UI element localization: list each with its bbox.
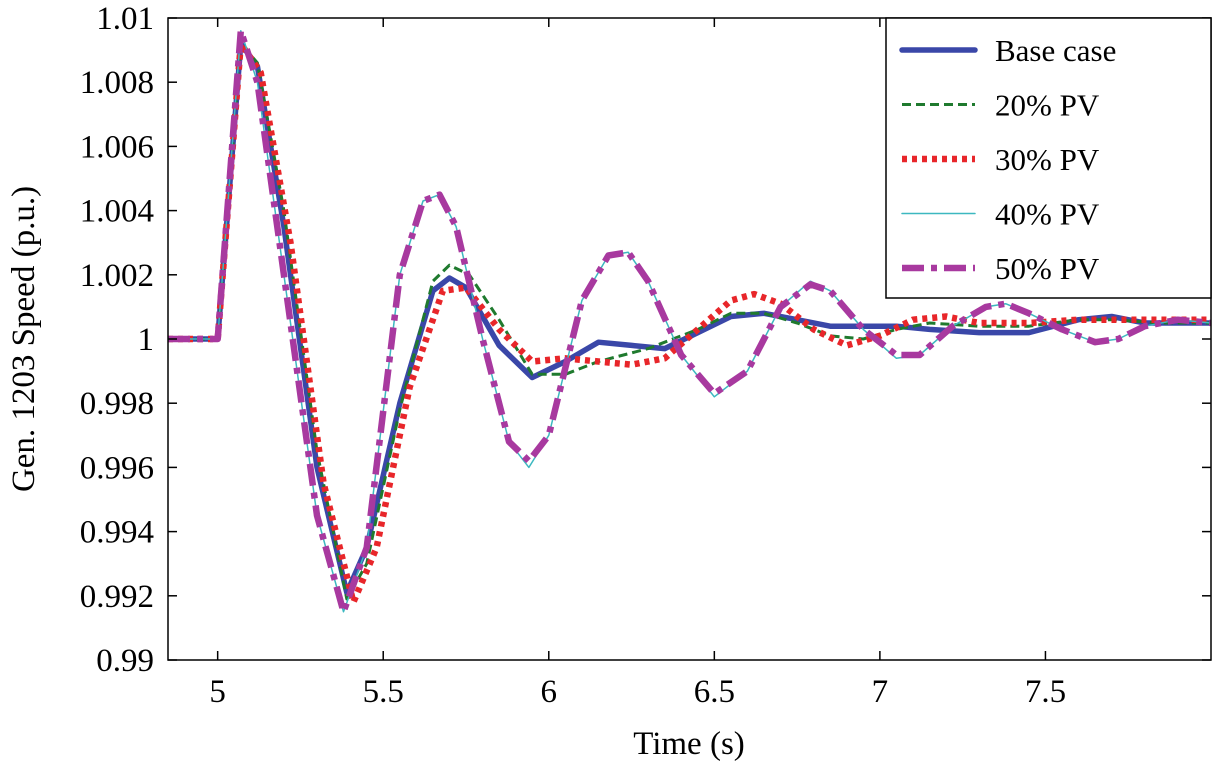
legend: Base case 20% PV 30% PV 40% PV 50% PV [885, 17, 1212, 299]
y-tick-label: 0.992 [80, 579, 154, 615]
x-axis-title: Time (s) [633, 726, 745, 762]
legend-label-5: 50% PV [995, 251, 1100, 286]
y-tick-label: 1.01 [96, 1, 154, 37]
x-tick-label: 7.5 [1025, 674, 1066, 710]
x-tick-label: 6 [541, 674, 558, 710]
x-tick-label: 6.5 [694, 674, 735, 710]
x-tick-label: 5 [209, 674, 226, 710]
legend-label-4: 40% PV [995, 197, 1100, 232]
y-tick-label: 1.004 [80, 194, 154, 230]
y-tick-label: 0.996 [80, 450, 154, 486]
y-axis-title: Gen. 1203 Speed (p.u.) [6, 186, 42, 492]
legend-box [885, 17, 1212, 299]
legend-label-1: Base case [995, 33, 1116, 68]
legend-label-2: 20% PV [995, 88, 1100, 123]
y-tick-label: 0.998 [80, 386, 154, 422]
y-tick-label: 1.008 [80, 65, 154, 101]
y-tick-label: 1.006 [80, 129, 154, 165]
series-line-5 [168, 27, 1211, 616]
x-tick-label: 5.5 [363, 674, 404, 710]
y-tick-label: 1 [138, 322, 155, 358]
y-tick-label: 1.002 [80, 258, 154, 294]
series-layer [168, 27, 1211, 616]
x-tick-label: 7 [872, 674, 889, 710]
y-tick-label: 0.994 [80, 515, 154, 551]
series-line-3 [168, 40, 1211, 606]
legend-label-3: 30% PV [995, 142, 1100, 177]
ticks-layer: 5 5.5 6 6.5 7 7.5 0.99 0.992 0.994 0.996 0.998 1 1.0… [80, 1, 1211, 710]
y-tick-label: 0.99 [96, 643, 154, 679]
